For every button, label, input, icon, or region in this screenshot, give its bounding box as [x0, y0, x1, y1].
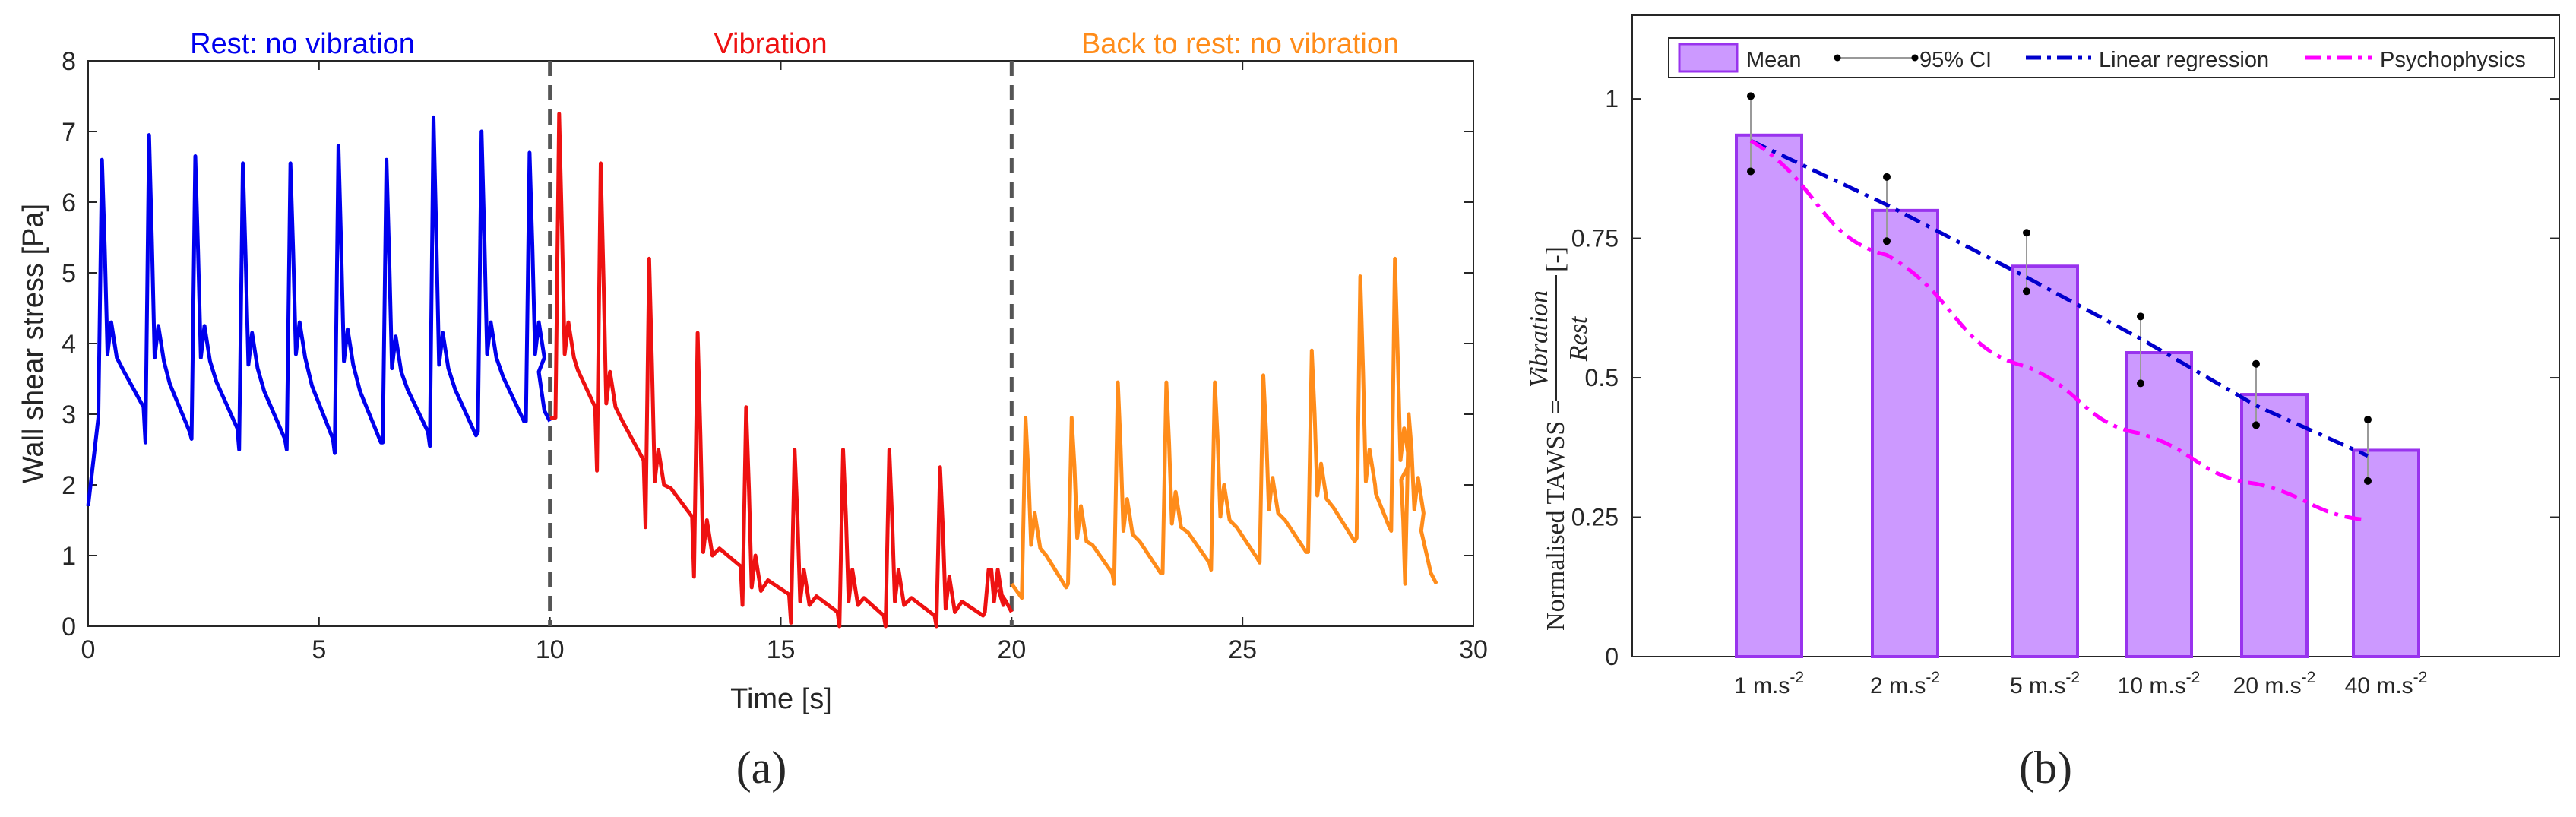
legend-linreg-label: Linear regression: [2099, 48, 2269, 72]
ci-upper-dot: [2137, 312, 2144, 321]
x-tick-label: 40 m.s-2: [2345, 669, 2428, 698]
panel-b-confidence-intervals: [1747, 92, 2372, 485]
linear-regression-line: [1749, 138, 2369, 458]
panel-b-bars: [1735, 133, 2420, 658]
x-tick-label: 0: [81, 635, 96, 664]
bar: [2125, 351, 2193, 658]
panel-a-x-tick-labels: 0 5 10 15 20 25 30: [81, 635, 1488, 664]
panel-a-y-tick-labels: 0 1 2 3 4 5 6 7 8: [62, 47, 76, 641]
y-tick-label: 0: [1605, 643, 1619, 670]
y-tick-label: 8: [62, 47, 76, 76]
panel-a-caption: (a): [736, 743, 787, 793]
y-tick-label: 2: [62, 471, 76, 500]
y-tick-label: 4: [62, 330, 76, 359]
series-line-vibration: [549, 112, 1014, 629]
legend-ci-dot-left: [1834, 54, 1841, 62]
ci-lower-dot: [2364, 477, 2372, 485]
bar: [1735, 133, 1803, 658]
phase-label-back-to-rest: Back to rest: no vibration: [1081, 28, 1399, 60]
y-tick-label: 1: [1605, 85, 1619, 112]
panel-a-y-label: Wall shear stress [Pa]: [17, 204, 49, 483]
ci-upper-dot: [1747, 92, 1755, 100]
ci-lower-dot: [1883, 237, 1891, 245]
panel-b-legend: Mean 95% CI Linear regression Psychophys…: [1668, 37, 2555, 78]
x-tick-label: 5 m.s-2: [2010, 669, 2080, 698]
y-tick-label: 7: [62, 118, 76, 147]
x-tick-label: 20: [997, 635, 1026, 664]
x-tick-label: 10 m.s-2: [2118, 669, 2201, 698]
psychophysics-line: [1749, 138, 2369, 522]
ci-upper-dot: [1883, 173, 1891, 181]
series-line-back-to-rest: [1010, 256, 1438, 600]
x-tick-label: 20 m.s-2: [2233, 669, 2316, 698]
panel-b-y-tick-labels: 0 0.25 0.5 0.75 1: [1571, 85, 1619, 670]
panel-a-x-label: Time [s]: [730, 683, 832, 715]
ci-upper-dot: [2252, 359, 2260, 368]
panel-b-caption: (b): [2019, 743, 2072, 793]
bar: [1871, 208, 1939, 658]
series-line-rest: [86, 115, 552, 507]
ci-lower-dot: [2137, 379, 2144, 388]
y-tick-label: 5: [62, 259, 76, 288]
ci-upper-dot: [2023, 229, 2030, 237]
y-label-numerator: Vibration: [1525, 290, 1553, 388]
y-tick-label: 1: [62, 542, 76, 571]
panel-b: 0 0.25 0.5 0.75 1 1 m.s-2 2 m.s-2 5 m.s-2 10 m.…: [1525, 14, 2560, 793]
y-tick-label: 3: [62, 401, 76, 429]
panel-a-series: [86, 112, 1438, 629]
x-tick-label: 10: [536, 635, 565, 664]
y-label-prefix: Normalised TAWSS =: [1542, 400, 1570, 631]
x-tick-label: 15: [767, 635, 796, 664]
panel-a-phase-dividers: [548, 61, 1014, 626]
y-label-suffix: [-]: [1542, 246, 1570, 272]
y-tick-label: 6: [62, 188, 76, 217]
ci-lower-dot: [2252, 421, 2260, 429]
x-tick-label: 25: [1228, 635, 1257, 664]
panel-b-x-tick-labels: 1 m.s-2 2 m.s-2 5 m.s-2 10 m.s-2 20 m.s-2 40 …: [1734, 669, 2427, 698]
ci-upper-dot: [2364, 416, 2372, 424]
legend-box: [1668, 37, 2555, 78]
ci-lower-dot: [1747, 167, 1755, 176]
x-tick-label: 5: [312, 635, 326, 664]
x-tick-label: 1 m.s-2: [1734, 669, 1804, 698]
y-tick-label: 0.75: [1571, 225, 1619, 252]
panel-a-plot-area: [87, 60, 1474, 627]
y-tick-label: 0.5: [1585, 364, 1619, 391]
bar: [2240, 393, 2309, 658]
legend-psycho-label: Psychophysics: [2380, 48, 2526, 72]
legend-mean-label: Mean: [1746, 48, 1802, 72]
y-tick-label: 0: [62, 613, 76, 641]
y-tick-label: 0.25: [1571, 504, 1619, 531]
y-label-denominator: Rest: [1565, 315, 1593, 362]
ci-lower-dot: [2023, 287, 2030, 296]
bar: [2352, 448, 2420, 658]
legend-mean-swatch: [1678, 43, 1739, 73]
panel-a: 0 5 10 15 20 25 30 0 1 2 3 4 5 6 7 8 Rest: no vibratio…: [17, 28, 1488, 793]
panel-b-y-label: Normalised TAWSS = Vibration Rest [-]: [1525, 246, 1593, 631]
x-tick-label: 2 m.s-2: [1870, 669, 1940, 698]
x-tick-label: 30: [1459, 635, 1488, 664]
legend-ci-dot-right: [1911, 54, 1919, 62]
phase-label-rest: Rest: no vibration: [190, 28, 415, 60]
bar: [2011, 264, 2079, 658]
phase-label-vibration: Vibration: [714, 28, 827, 60]
legend-ci-label: 95% CI: [1919, 48, 1992, 72]
